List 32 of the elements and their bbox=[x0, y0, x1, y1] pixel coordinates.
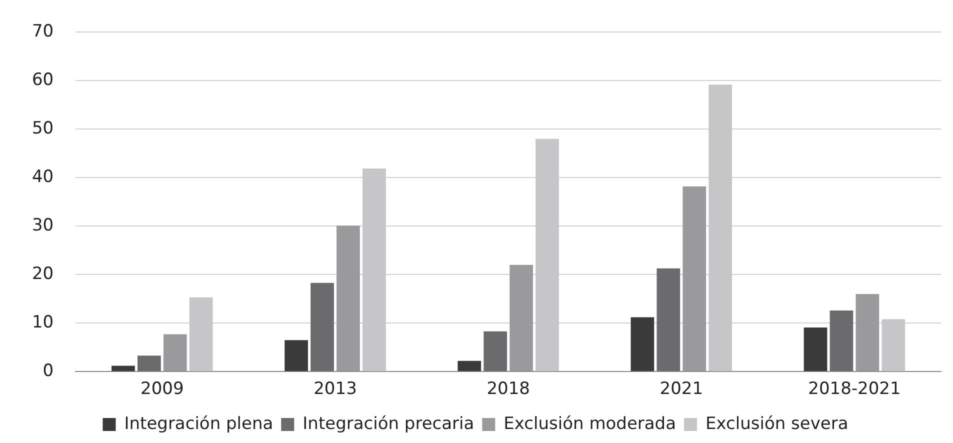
y-tick-label: 10 bbox=[32, 312, 54, 333]
bar bbox=[310, 282, 334, 372]
y-tick-label: 60 bbox=[32, 70, 54, 90]
bar bbox=[804, 327, 828, 372]
bar bbox=[510, 264, 533, 372]
y-tick-label: 0 bbox=[42, 361, 54, 382]
legend-label: Integración plena bbox=[124, 414, 274, 434]
y-tick-label: 70 bbox=[32, 22, 54, 42]
x-tick-label: 2009 bbox=[140, 379, 184, 400]
x-tick-label: 2018-2021 bbox=[808, 379, 901, 400]
bar bbox=[830, 310, 854, 372]
x-tick-label: 2021 bbox=[660, 379, 704, 400]
bar bbox=[656, 268, 680, 372]
bar bbox=[112, 366, 135, 372]
y-tick-label: 50 bbox=[32, 118, 54, 139]
bar bbox=[856, 294, 880, 372]
legend-label: Integración precaria bbox=[302, 414, 474, 434]
bar bbox=[336, 226, 360, 372]
legend-label: Exclusión severa bbox=[706, 414, 848, 434]
bar bbox=[138, 356, 161, 372]
bar bbox=[284, 340, 308, 372]
y-tick-label: 20 bbox=[32, 264, 54, 284]
y-tick-label: 40 bbox=[32, 167, 54, 188]
bar bbox=[630, 317, 654, 372]
x-tick-label: 2018 bbox=[486, 379, 530, 400]
y-tick-label: 30 bbox=[32, 216, 54, 236]
bar bbox=[682, 186, 706, 372]
legend-label: Exclusión moderada bbox=[504, 414, 676, 434]
bar bbox=[163, 334, 187, 372]
bar bbox=[458, 360, 482, 372]
x-tick-label: 2013 bbox=[314, 379, 357, 400]
bar bbox=[484, 331, 508, 372]
